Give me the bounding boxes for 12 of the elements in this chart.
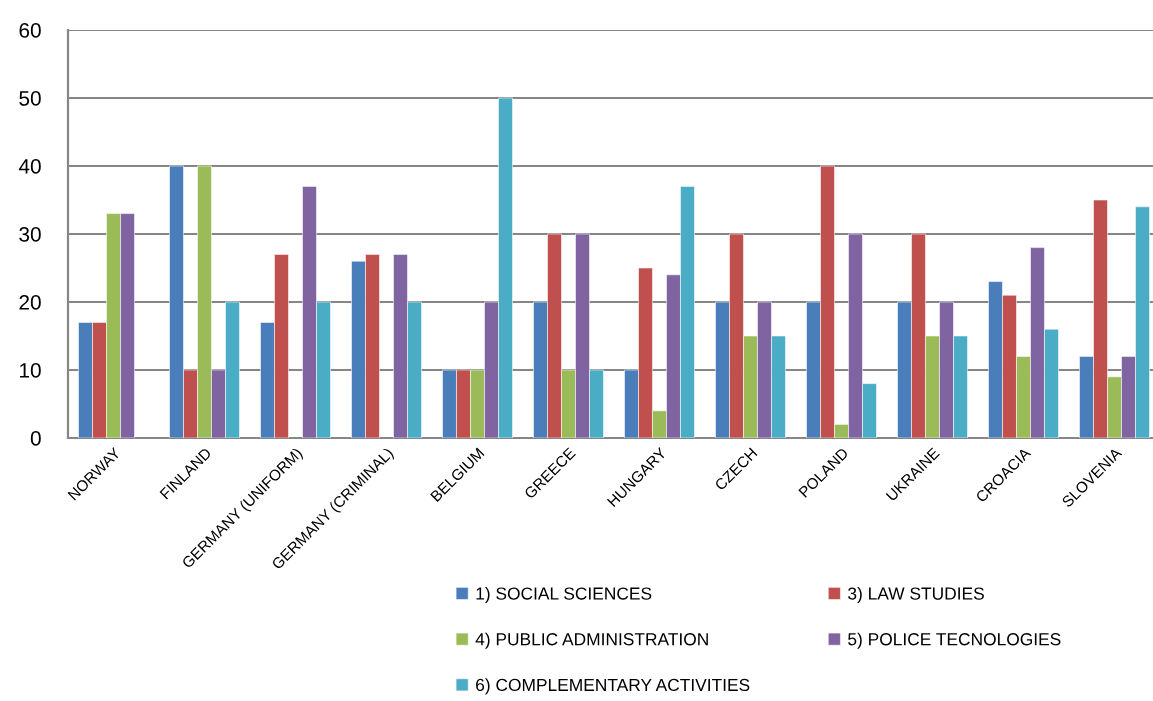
legend-label: 4) PUBLIC ADMINISTRATION [475, 632, 708, 649]
y-tick-label: 60 [19, 23, 41, 38]
y-tick-label: 50 [19, 91, 41, 106]
legend-label: 1) SOCIAL SCIENCES [476, 586, 652, 604]
legend-label: 5) POLICE TECNOLOGIES [848, 632, 1061, 649]
legend-label: 3) LAW STUDIES [848, 586, 984, 604]
y-tick-label: 0 [30, 431, 41, 446]
y-tick-label: 10 [20, 363, 41, 378]
y-tick-label: 40 [18, 159, 41, 174]
y-tick-label: 30 [19, 227, 41, 242]
y-tick-label: 20 [19, 295, 41, 310]
legend-label: 6) COMPLEMENTARY ACTIVITIES [476, 678, 750, 695]
